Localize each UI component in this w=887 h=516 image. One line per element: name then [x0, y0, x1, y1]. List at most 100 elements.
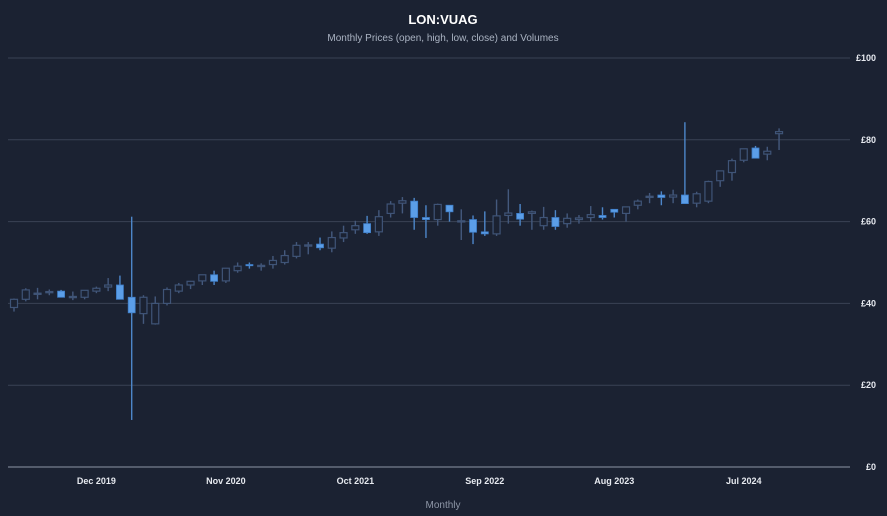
- candle[interactable]: [621, 206, 631, 222]
- candle-body-up: [433, 203, 442, 221]
- candle[interactable]: [221, 267, 230, 283]
- candle[interactable]: [92, 286, 101, 294]
- candle-body-up: [339, 232, 348, 239]
- candle-body-up: [492, 215, 501, 235]
- candle[interactable]: [680, 122, 689, 205]
- candle[interactable]: [245, 262, 254, 269]
- candle[interactable]: [233, 262, 242, 273]
- candle[interactable]: [422, 205, 430, 238]
- x-tick-labels: Dec 2019 Nov 2020 Oct 2021 Sep 2022 Aug 2023…: [77, 476, 762, 486]
- candle[interactable]: [351, 220, 360, 234]
- candle[interactable]: [210, 270, 218, 285]
- candle[interactable]: [669, 189, 678, 204]
- candle[interactable]: [516, 204, 525, 226]
- candle[interactable]: [445, 204, 454, 222]
- candle-body-down: [363, 223, 372, 234]
- candle[interactable]: [198, 274, 207, 285]
- candle[interactable]: [186, 280, 195, 290]
- candle[interactable]: [174, 282, 183, 294]
- chart-subtitle: Monthly Prices (open, high, low, close) …: [327, 33, 558, 44]
- candle[interactable]: [257, 263, 266, 271]
- candle[interactable]: [268, 255, 278, 269]
- candle-body-down: [127, 296, 136, 314]
- candle[interactable]: [45, 289, 54, 296]
- candle[interactable]: [80, 289, 89, 300]
- candle[interactable]: [304, 242, 313, 255]
- candle[interactable]: [410, 197, 419, 230]
- candle-body-up: [457, 220, 466, 223]
- candle[interactable]: [633, 199, 642, 210]
- candle[interactable]: [68, 291, 77, 301]
- candle[interactable]: [504, 189, 513, 224]
- x-tick-label: Jul 2024: [726, 476, 762, 486]
- candle[interactable]: [469, 215, 477, 245]
- candle[interactable]: [339, 225, 348, 243]
- candle[interactable]: [398, 197, 407, 214]
- candle-body-up: [68, 295, 77, 299]
- candle[interactable]: [727, 158, 737, 181]
- candle-body-up: [198, 274, 207, 282]
- candle[interactable]: [716, 170, 725, 187]
- candle[interactable]: [21, 288, 30, 302]
- candle[interactable]: [492, 199, 501, 236]
- candle[interactable]: [763, 146, 772, 161]
- candle-body-up: [221, 267, 230, 282]
- candle[interactable]: [598, 207, 607, 220]
- candle-body-up: [92, 287, 101, 292]
- candle[interactable]: [774, 128, 784, 151]
- candle[interactable]: [657, 191, 666, 206]
- candle[interactable]: [574, 215, 584, 224]
- candle[interactable]: [480, 211, 489, 236]
- candle[interactable]: [610, 208, 619, 218]
- candle[interactable]: [280, 250, 289, 265]
- candle[interactable]: [539, 206, 548, 230]
- candle-body-down: [469, 219, 477, 233]
- candle[interactable]: [551, 210, 560, 230]
- candle-body-up: [33, 292, 42, 295]
- candle-body-up: [621, 206, 631, 215]
- candle[interactable]: [563, 213, 572, 228]
- candle-body-up: [739, 148, 748, 161]
- candle[interactable]: [316, 237, 324, 251]
- candle[interactable]: [57, 289, 65, 298]
- candle-body-up: [692, 193, 701, 204]
- x-tick-label: Dec 2019: [77, 476, 116, 486]
- candle-body-up: [504, 212, 513, 217]
- candle[interactable]: [327, 231, 336, 253]
- candle-body-down: [116, 284, 124, 300]
- x-tick-label: Nov 2020: [206, 476, 246, 486]
- candle-body-down: [516, 213, 525, 220]
- candle[interactable]: [9, 298, 19, 312]
- candle[interactable]: [33, 287, 42, 300]
- candle[interactable]: [139, 295, 148, 324]
- candle[interactable]: [116, 275, 124, 300]
- candle[interactable]: [527, 210, 536, 230]
- candle[interactable]: [751, 145, 760, 159]
- candle-body-up: [574, 217, 584, 221]
- candle[interactable]: [292, 242, 301, 259]
- candle[interactable]: [586, 206, 595, 222]
- candle[interactable]: [104, 278, 113, 292]
- candle[interactable]: [363, 215, 372, 234]
- candle-body-up: [174, 284, 183, 292]
- candle-body-up: [104, 284, 113, 288]
- x-tick-label: Sep 2022: [465, 476, 504, 486]
- candle-body-up: [45, 290, 54, 294]
- candle[interactable]: [151, 296, 160, 325]
- candle[interactable]: [645, 192, 654, 204]
- candle[interactable]: [386, 201, 395, 218]
- candle[interactable]: [433, 203, 442, 226]
- candle[interactable]: [457, 209, 466, 241]
- candle[interactable]: [739, 148, 748, 163]
- candle-body-up: [774, 131, 784, 135]
- candle[interactable]: [374, 210, 383, 236]
- candle[interactable]: [162, 287, 172, 306]
- candle[interactable]: [127, 216, 136, 420]
- candle-body-up: [268, 259, 278, 266]
- candle-body-down: [657, 194, 666, 198]
- candles[interactable]: [9, 122, 784, 420]
- candle[interactable]: [692, 191, 701, 208]
- candle-body-down: [422, 217, 430, 220]
- candle[interactable]: [704, 180, 713, 204]
